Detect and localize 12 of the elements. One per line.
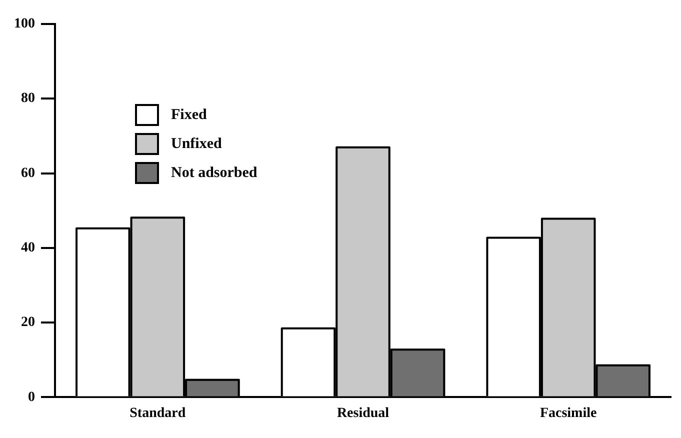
y-tick-label: 100 (14, 16, 35, 32)
y-tick-label: 0 (28, 390, 35, 405)
y-tick-label: 20 (21, 315, 35, 330)
y-tick-label: 80 (21, 91, 35, 106)
legend-label: Unfixed (171, 136, 222, 152)
x-tick-label: Residual (336, 406, 390, 422)
x-tick-label: Standard (130, 406, 186, 422)
y-tick-label: 40 (21, 240, 35, 256)
legend-label: Not adsorbed (171, 164, 258, 182)
legend-label: Fixed (171, 106, 207, 124)
x-tick-label: Facsimile (540, 406, 597, 422)
y-tick-label: 60 (21, 166, 35, 181)
